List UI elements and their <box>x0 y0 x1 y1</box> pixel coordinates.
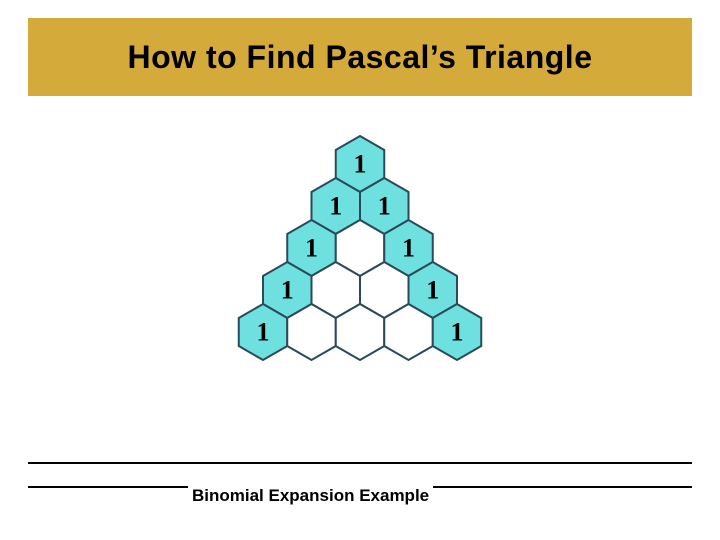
hex-label: 1 <box>281 276 294 305</box>
hex-label: 1 <box>450 318 463 347</box>
hex-label: 1 <box>257 318 270 347</box>
footer-rule: Binomial Expansion Example <box>28 462 692 506</box>
hex-label: 1 <box>329 192 342 221</box>
hex-label: 1 <box>426 276 439 305</box>
footer-caption: Binomial Expansion Example <box>188 486 433 506</box>
title-bar: How to Find Pascal’s Triangle <box>28 18 692 96</box>
hex-label: 1 <box>378 192 391 221</box>
hex-label: 1 <box>305 234 318 263</box>
hex-label: 1 <box>354 150 367 179</box>
hex-grid-svg: 111111111 <box>195 130 525 430</box>
pascals-triangle-diagram: 111111111 <box>195 130 525 440</box>
hex-label: 1 <box>402 234 415 263</box>
page-title: How to Find Pascal’s Triangle <box>128 39 593 76</box>
